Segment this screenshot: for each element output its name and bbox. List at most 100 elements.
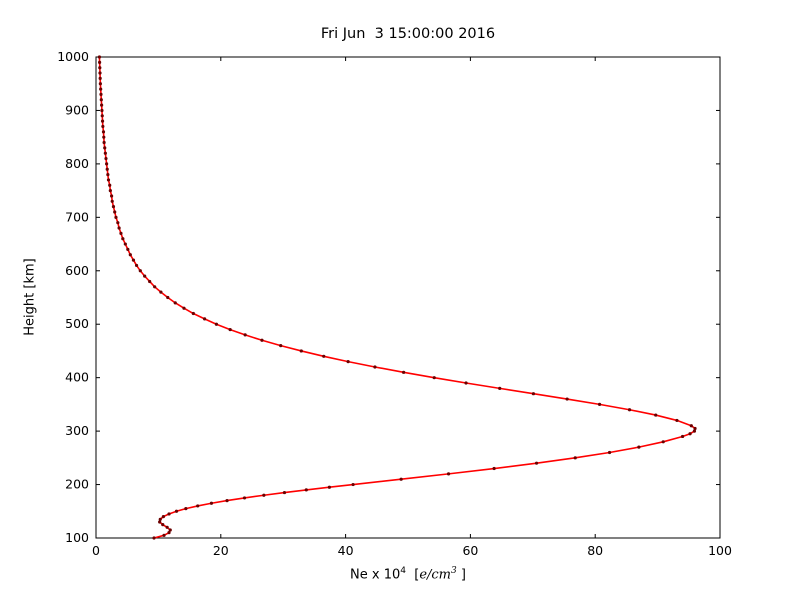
data-point-marker (242, 496, 247, 500)
y-tick-label: 600 (65, 263, 89, 278)
data-point-marker (99, 87, 103, 91)
data-point-marker (101, 124, 105, 129)
data-point-marker (99, 92, 103, 97)
x-axis-label-exponent: 4 (400, 566, 406, 576)
data-point-marker (351, 482, 355, 487)
data-point-marker (103, 151, 107, 155)
chart-title: Fri Jun 3 15:00:00 2016 (320, 26, 496, 42)
y-axis-label: Height [km] (22, 258, 38, 336)
data-point-marker (304, 488, 308, 492)
data-point-marker (692, 429, 697, 433)
y-tick-label: 400 (65, 370, 89, 385)
y-tick-label: 500 (65, 316, 89, 331)
x-tick-label: 80 (587, 543, 603, 558)
data-point-marker (100, 119, 105, 123)
data-point-marker (97, 55, 102, 59)
y-tick-label: 800 (65, 156, 89, 171)
y-tick-label: 1000 (57, 49, 89, 64)
y-tick-label: 100 (65, 530, 89, 545)
x-axis-label-units-exponent: 3 (451, 566, 457, 576)
data-point-marker (98, 82, 102, 86)
data-point-marker (327, 485, 331, 489)
data-point-marker (531, 392, 536, 396)
x-tick-label: 40 (338, 543, 354, 558)
data-point-marker (167, 512, 171, 516)
y-tick-label: 900 (65, 102, 89, 117)
data-point-marker (680, 434, 685, 439)
data-point-marker (191, 311, 195, 316)
data-point-marker (116, 221, 120, 225)
data-point-marker (102, 140, 106, 145)
x-axis-label-bracket-close: ] (456, 567, 466, 583)
data-point-marker (161, 523, 165, 527)
data-point-marker (119, 231, 123, 235)
x-axis-label-units: e/cm (419, 567, 452, 583)
data-point-marker (106, 172, 110, 177)
data-point-marker (153, 285, 157, 289)
data-point-marker (174, 509, 179, 513)
y-tick-label: 200 (65, 477, 89, 492)
x-axis-label: Ne x 104 [e/cm3 ] (96, 566, 720, 582)
data-point-marker (138, 269, 142, 273)
data-point-marker (262, 493, 266, 497)
data-point-marker (637, 445, 641, 449)
data-point-marker (162, 533, 166, 537)
data-point-marker (114, 215, 118, 219)
data-point-marker (158, 517, 162, 521)
x-axis-label-prefix: Ne x 10 (350, 567, 401, 583)
data-point-marker (260, 338, 264, 342)
data-point-marker (99, 98, 103, 102)
x-axis-label-bracket-open: [ (405, 567, 420, 583)
data-point-marker (214, 322, 219, 326)
data-point-marker (322, 354, 326, 358)
data-point-marker (167, 531, 171, 535)
data-point-marker (126, 247, 130, 251)
data-point-marker (103, 146, 107, 150)
data-point-marker (279, 344, 283, 348)
data-point-marker (627, 408, 632, 412)
data-point-marker (346, 360, 350, 364)
data-point-marker (173, 301, 177, 305)
data-point-marker (110, 199, 114, 203)
data-point-marker (108, 189, 112, 193)
y-tick-label: 300 (65, 423, 89, 438)
data-point-marker (110, 194, 114, 198)
data-point-marker (498, 386, 502, 390)
data-point-marker (299, 349, 303, 353)
data-point-marker (111, 205, 116, 209)
data-point-marker (165, 525, 169, 529)
data-point-marker (446, 472, 451, 476)
data-point-marker (182, 306, 186, 310)
data-point-marker (282, 490, 287, 495)
data-point-marker (159, 290, 163, 294)
data-point-marker (123, 242, 127, 246)
data-point-marker (209, 501, 214, 505)
x-tick-label: 0 (92, 543, 100, 558)
data-point-marker (98, 66, 102, 70)
data-point-marker (108, 183, 112, 187)
data-point-marker (464, 381, 468, 385)
data-point-marker (373, 365, 377, 369)
data-point-marker (104, 156, 108, 161)
axes-frame (95, 56, 721, 539)
data-point-marker (693, 426, 697, 431)
data-point-marker (399, 477, 403, 481)
data-point-marker (168, 528, 172, 532)
data-point-marker (98, 76, 102, 80)
data-point-marker (661, 440, 665, 444)
data-point-marker (432, 376, 436, 380)
data-point-marker (166, 295, 170, 300)
data-point-marker (607, 450, 612, 455)
x-tick-label: 100 (708, 543, 732, 558)
data-point-marker (597, 402, 602, 406)
data-point-marker (675, 418, 679, 423)
data-point-marker (225, 498, 229, 503)
data-point-marker (100, 114, 104, 118)
data-point-marker (228, 327, 232, 332)
data-point-marker (492, 466, 496, 471)
data-point-marker (202, 317, 207, 321)
data-point-marker (196, 504, 200, 508)
data-point-marker (143, 274, 147, 278)
data-point-marker (102, 135, 106, 139)
